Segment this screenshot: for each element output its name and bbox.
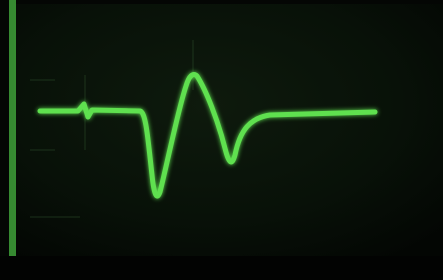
bottom-bezel [0, 256, 443, 280]
oscilloscope-photo [0, 0, 443, 280]
screen [14, 4, 443, 256]
screen-edge [9, 0, 16, 256]
